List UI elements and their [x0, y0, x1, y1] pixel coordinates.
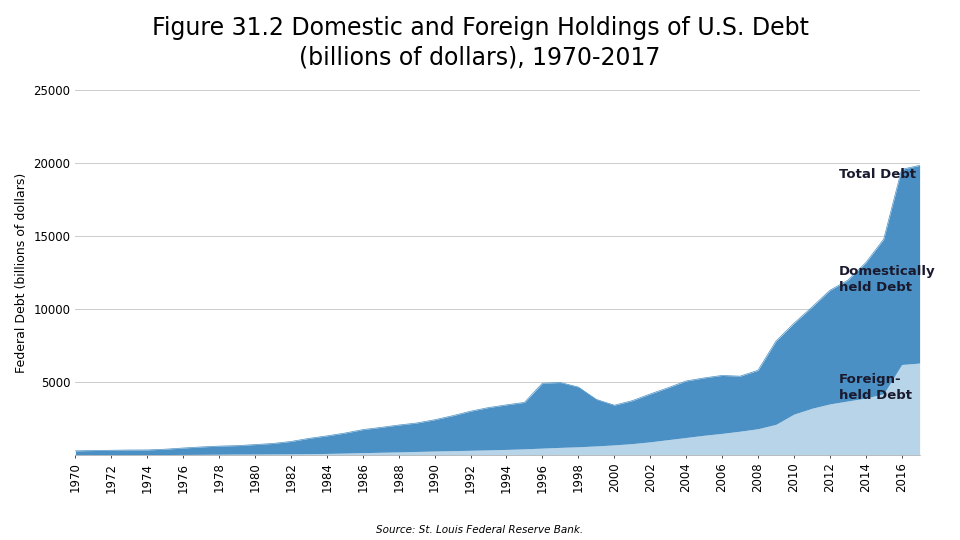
Text: Foreign-
held Debt: Foreign- held Debt — [839, 373, 912, 402]
Text: Total Debt: Total Debt — [839, 168, 916, 181]
Text: Source: St. Louis Federal Reserve Bank.: Source: St. Louis Federal Reserve Bank. — [376, 524, 584, 535]
Y-axis label: Federal Debt (billions of dollars): Federal Debt (billions of dollars) — [15, 172, 28, 373]
Text: Figure 31.2 Domestic and Foreign Holdings of U.S. Debt
(billions of dollars), 19: Figure 31.2 Domestic and Foreign Holding… — [152, 16, 808, 70]
Text: Domestically
held Debt: Domestically held Debt — [839, 265, 935, 294]
